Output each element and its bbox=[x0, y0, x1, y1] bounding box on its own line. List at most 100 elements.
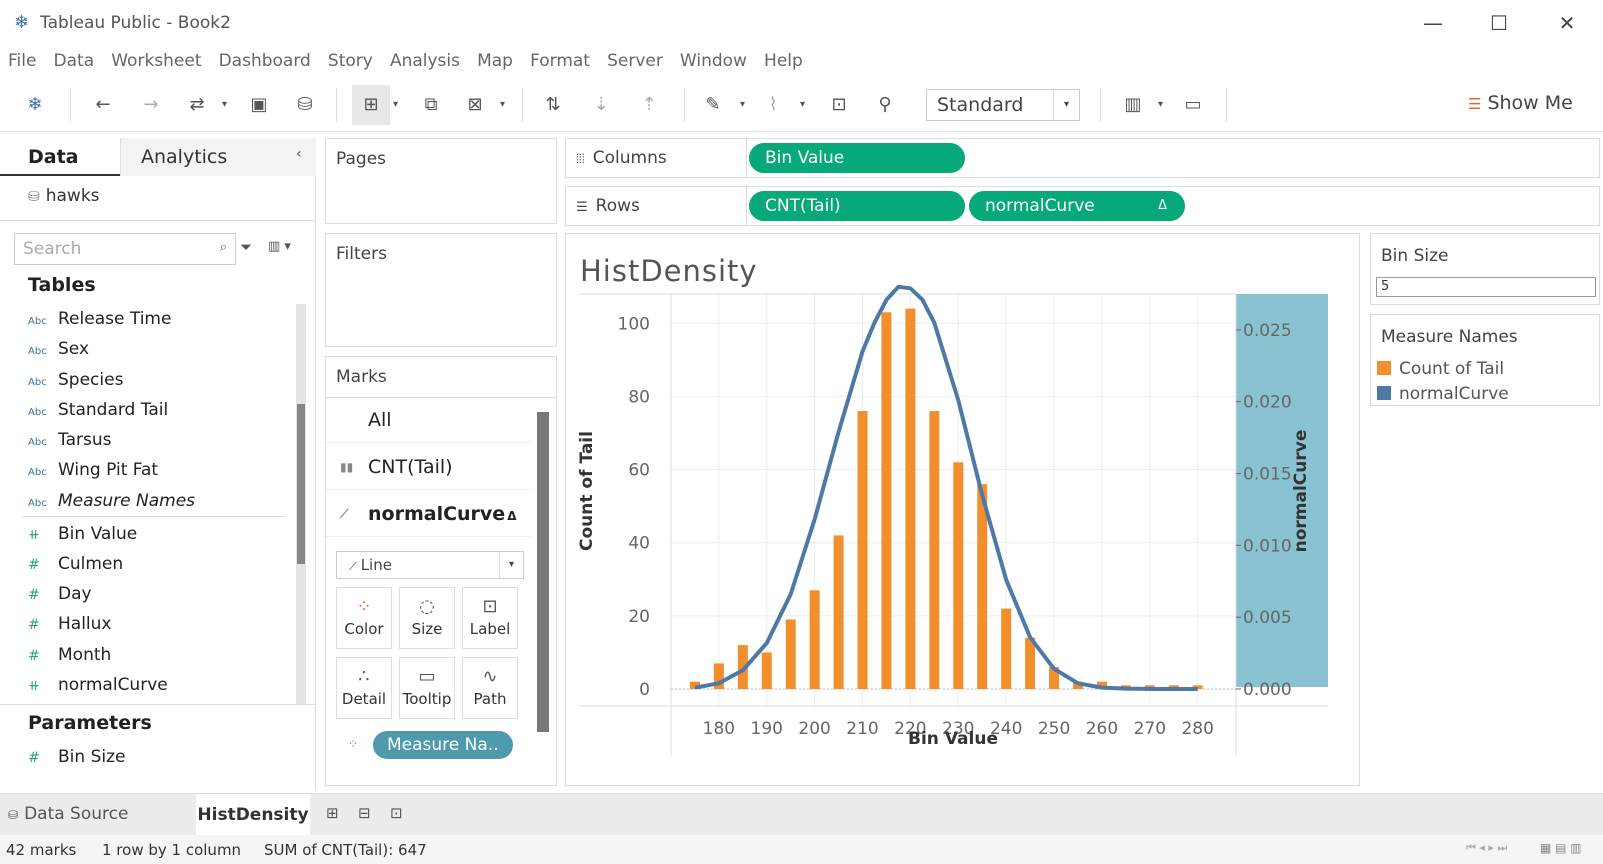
pages-card[interactable]: Pages bbox=[325, 138, 557, 224]
path-button[interactable]: ∿ Path bbox=[462, 657, 518, 719]
menu-help[interactable]: Help bbox=[764, 51, 803, 71]
y-tick-label: 40 bbox=[628, 534, 650, 554]
cnt-tail-pill[interactable]: CNT(Tail) bbox=[749, 191, 965, 221]
maximize-button[interactable]: ☐ bbox=[1490, 11, 1508, 35]
field-hallux[interactable]: # Hallux bbox=[28, 609, 111, 639]
menu-window[interactable]: Window bbox=[679, 51, 747, 71]
fit-select-value: Standard bbox=[937, 94, 1024, 116]
new-datasource-icon[interactable]: ⛁ bbox=[297, 94, 313, 115]
measure-icon: # bbox=[28, 557, 40, 573]
tab-data[interactable]: Data bbox=[0, 138, 120, 176]
menu-dashboard[interactable]: Dashboard bbox=[218, 51, 311, 71]
page-nav-icon[interactable]: ⏮ ◂ ▸ ⏭ bbox=[1466, 841, 1508, 854]
menu-server[interactable]: Server bbox=[607, 51, 663, 71]
new-story-tab-icon[interactable]: ⊡ bbox=[390, 804, 403, 822]
group-members-icon[interactable]: ⌇ bbox=[768, 94, 778, 115]
scrollbar-thumb[interactable] bbox=[297, 404, 305, 564]
string-type-icon: Abc bbox=[28, 316, 47, 327]
columns-shelf[interactable]: ⦙⦙⦙ Columns Bin Value bbox=[565, 138, 1600, 178]
marks-all[interactable]: All bbox=[326, 397, 531, 443]
tableau-home-icon[interactable]: ❄ bbox=[27, 94, 43, 115]
legend-item-count-of-tail[interactable]: Count of Tail bbox=[1377, 359, 1504, 379]
view-mode-icon[interactable]: ▦ ▤ ▥ bbox=[1540, 841, 1582, 855]
clear-dropdown-icon[interactable]: ▾ bbox=[500, 99, 506, 110]
string-type-icon: Abc bbox=[28, 498, 47, 509]
sort-descending-icon[interactable]: ⇡ bbox=[641, 94, 657, 115]
new-worksheet-tab-icon[interactable]: ⊞ bbox=[326, 804, 339, 822]
filters-card[interactable]: Filters bbox=[325, 233, 557, 347]
marks-cnt-tail[interactable]: ▮▮ CNT(Tail) bbox=[326, 444, 531, 490]
highlight-icon[interactable]: ✎ bbox=[705, 94, 721, 115]
menu-data[interactable]: Data bbox=[53, 51, 95, 71]
show-cards-icon[interactable]: ▥ bbox=[1124, 94, 1142, 115]
show-cards-dropdown-icon[interactable]: ▾ bbox=[1158, 99, 1164, 110]
size-button[interactable]: ◌ Size bbox=[399, 587, 455, 649]
group-dropdown-icon[interactable]: ▾ bbox=[800, 99, 806, 110]
menu-file[interactable]: File bbox=[8, 51, 37, 71]
fit-select[interactable]: Standard ▾ bbox=[926, 89, 1080, 121]
field-species[interactable]: Abc Species bbox=[28, 365, 123, 395]
menu-worksheet[interactable]: Worksheet bbox=[111, 51, 202, 71]
field-standard-tail[interactable]: Abc Standard Tail bbox=[28, 395, 168, 425]
save-icon[interactable]: ▣ bbox=[250, 94, 268, 115]
replay-icon[interactable]: ⇄ bbox=[189, 94, 205, 115]
detail-button[interactable]: ∴ Detail bbox=[336, 657, 392, 719]
rows-shelf[interactable]: ☰ Rows CNT(Tail) normalCurve Δ bbox=[565, 186, 1600, 226]
pin-axes-icon[interactable]: ⚲ bbox=[878, 94, 892, 115]
tab-data-source[interactable]: ⛁ Data Source bbox=[8, 804, 129, 824]
field-bin-value[interactable]: ⧺ Bin Value bbox=[28, 519, 137, 549]
close-button[interactable]: ✕ bbox=[1558, 11, 1576, 35]
field-release-time[interactable]: Abc Release Time bbox=[28, 304, 171, 334]
normalcurve-pill[interactable]: normalCurve Δ bbox=[969, 191, 1185, 221]
sort-ascending-icon[interactable]: ⇣ bbox=[593, 94, 609, 115]
search-input[interactable]: Search ⌕ bbox=[14, 233, 236, 265]
tab-analytics[interactable]: Analytics bbox=[120, 138, 316, 176]
menu-analysis[interactable]: Analysis bbox=[389, 51, 460, 71]
field-measure-names[interactable]: Abc Measure Names bbox=[28, 486, 195, 516]
field-day[interactable]: # Day bbox=[28, 579, 92, 609]
menu-format[interactable]: Format bbox=[530, 51, 590, 71]
marks-scrollbar[interactable] bbox=[537, 412, 549, 732]
marks-normalcurve[interactable]: ⟋ normalCurve Δ bbox=[326, 491, 531, 537]
field-culmen[interactable]: # Culmen bbox=[28, 549, 123, 579]
bin-value-pill[interactable]: Bin Value bbox=[749, 143, 965, 173]
redo-icon[interactable]: → bbox=[143, 94, 159, 115]
label-button[interactable]: ⊡ Label bbox=[462, 587, 518, 649]
legend-item-normalcurve[interactable]: normalCurve bbox=[1377, 384, 1509, 404]
field-normalcurve[interactable]: ⧺ normalCurve bbox=[28, 670, 168, 700]
color-button[interactable]: ⁘ Color bbox=[336, 587, 392, 649]
replay-dropdown-icon[interactable]: ▾ bbox=[222, 99, 228, 110]
highlight-dropdown-icon[interactable]: ▾ bbox=[740, 99, 746, 110]
field-tarsus[interactable]: Abc Tarsus bbox=[28, 425, 111, 455]
field-sex[interactable]: Abc Sex bbox=[28, 334, 89, 364]
view-options-icon[interactable]: ▥ ▾ bbox=[268, 239, 291, 254]
tab-histdensity[interactable]: HistDensity bbox=[196, 794, 310, 836]
presentation-mode-icon[interactable]: ▭ bbox=[1184, 94, 1202, 115]
measure-names-legend: Measure Names Count of Tail normalCurve bbox=[1370, 314, 1600, 406]
new-worksheet-dropdown-icon[interactable]: ▾ bbox=[393, 99, 399, 110]
mark-type-select[interactable]: ⟋ Line ▾ bbox=[336, 551, 524, 579]
field-wing-pit-fat[interactable]: Abc Wing Pit Fat bbox=[28, 455, 158, 485]
data-pane-scrollbar[interactable] bbox=[296, 304, 306, 704]
filter-icon[interactable]: ⏷ bbox=[240, 238, 253, 256]
new-worksheet-icon[interactable]: ⊞ bbox=[352, 85, 390, 125]
menu-map[interactable]: Map bbox=[477, 51, 513, 71]
x-tick-label: 270 bbox=[1134, 719, 1166, 739]
bin-size-input[interactable]: 5 bbox=[1376, 277, 1596, 297]
clear-sheet-icon[interactable]: ⊠ bbox=[467, 94, 483, 115]
measure-names-color-pill[interactable]: Measure Na.. bbox=[373, 731, 513, 759]
x-tick-label: 250 bbox=[1038, 719, 1070, 739]
undo-icon[interactable]: ← bbox=[95, 94, 111, 115]
swap-rows-columns-icon[interactable]: ⇅ bbox=[545, 94, 561, 115]
new-dashboard-tab-icon[interactable]: ⊟ bbox=[358, 804, 371, 822]
show-me-button[interactable]: ☰ Show Me bbox=[1468, 92, 1573, 114]
datasource-item[interactable]: ⛁ hawks bbox=[28, 186, 100, 206]
menu-story[interactable]: Story bbox=[327, 51, 373, 71]
collapse-pane-icon[interactable]: ‹ bbox=[296, 146, 302, 162]
field-month[interactable]: # Month bbox=[28, 640, 111, 670]
tooltip-button[interactable]: ▭ Tooltip bbox=[399, 657, 455, 719]
duplicate-sheet-icon[interactable]: ⧉ bbox=[424, 94, 438, 115]
minimize-button[interactable]: — bbox=[1423, 11, 1443, 35]
show-mark-labels-icon[interactable]: ⊡ bbox=[831, 94, 847, 115]
parameter-bin-size[interactable]: # Bin Size bbox=[28, 742, 125, 772]
